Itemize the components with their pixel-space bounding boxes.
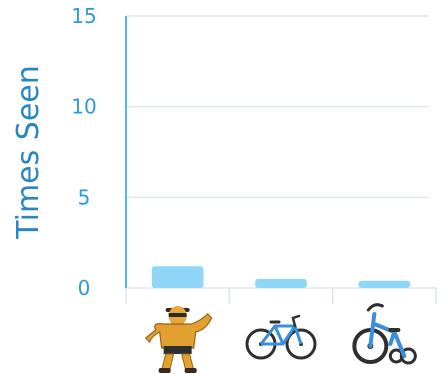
bar-strongman <box>151 266 204 288</box>
y-tick-label: 0 <box>78 276 91 300</box>
bicycle-icon <box>245 314 317 360</box>
bar-tricycle <box>358 280 411 288</box>
bars <box>151 266 411 288</box>
bar-bicycle <box>255 278 307 288</box>
category-icons <box>145 302 418 374</box>
x-axis-ticks <box>125 287 437 304</box>
y-axis-title: Times Seen <box>11 65 46 240</box>
strongman-icon <box>145 305 213 374</box>
grid-lines <box>126 15 428 199</box>
tricycle-icon <box>352 302 418 365</box>
y-tick-label: 10 <box>71 95 96 119</box>
y-tick-label: 15 <box>71 4 96 28</box>
y-tick-labels: 0 5 10 15 <box>71 4 96 300</box>
y-tick-label: 5 <box>78 185 91 209</box>
